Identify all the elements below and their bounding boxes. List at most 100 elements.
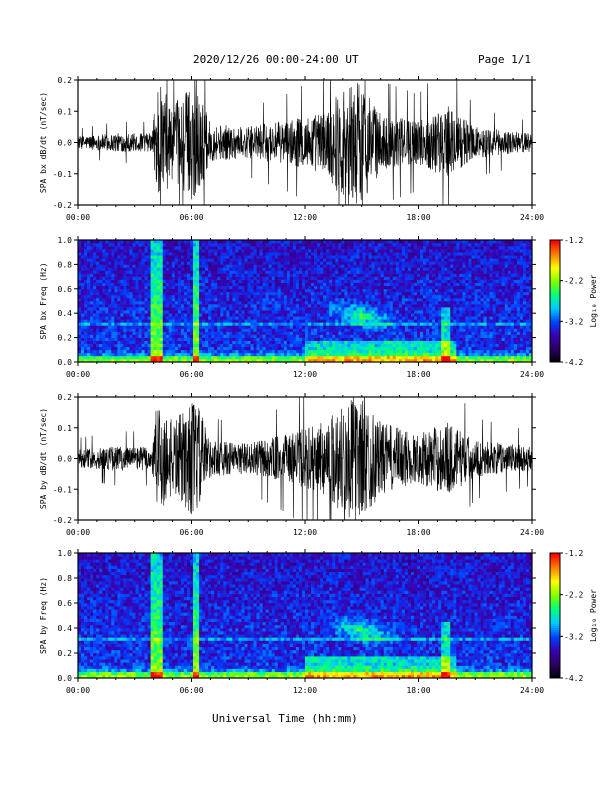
- spectrogram-cell: [311, 331, 315, 335]
- spectrogram-cell: [295, 255, 300, 259]
- spectrogram-cell: [432, 352, 436, 357]
- spectrogram-cell: [383, 270, 388, 274]
- spectrogram-cell: [165, 340, 170, 344]
- spectrogram-cell: [344, 328, 348, 332]
- spectrogram-cell: [311, 264, 315, 268]
- spectrogram-cell: [362, 273, 366, 277]
- spectrogram-cell: [447, 331, 451, 335]
- spectrogram-cell: [108, 337, 112, 341]
- spectrogram-cell: [229, 340, 233, 344]
- spectrogram-cell: [238, 322, 242, 326]
- spectrogram-cell: [311, 307, 315, 311]
- spectrogram-cell: [235, 352, 239, 357]
- spectrogram-cell: [105, 310, 109, 314]
- spectrogram-cell: [259, 346, 263, 351]
- spectrogram-cell: [144, 294, 148, 299]
- spectrogram-cell: [168, 355, 173, 360]
- spectrogram-cell: [180, 276, 185, 280]
- spectrogram-cell: [401, 313, 406, 317]
- spectrogram-cell: [447, 249, 451, 253]
- spectrogram-cell: [326, 334, 330, 338]
- spectrogram-cell: [435, 301, 439, 305]
- spectrogram-cell: [129, 297, 133, 302]
- spectrogram-cell: [268, 331, 273, 335]
- spectrogram-cell: [241, 313, 245, 317]
- spectrogram-cell: [362, 355, 366, 360]
- spectrogram-cell: [99, 301, 103, 305]
- spectrogram-cell: [111, 276, 115, 280]
- spectrogram-cell: [338, 352, 342, 357]
- spectrogram-cell: [259, 319, 263, 323]
- spectrogram-cell: [81, 343, 85, 348]
- spectrogram-cell: [338, 343, 342, 348]
- spectrogram-cell: [220, 319, 224, 323]
- spectrogram-cell: [171, 255, 176, 259]
- spectrogram-cell: [168, 337, 173, 341]
- spectrogram-cell: [429, 288, 433, 293]
- spectrogram-cell: [392, 349, 397, 354]
- spectrogram-cell: [353, 291, 357, 296]
- spectrogram-cell: [253, 349, 257, 354]
- spectrogram-cell: [129, 282, 133, 287]
- spectrogram-cell: [87, 304, 91, 308]
- spectrogram-cell: [202, 291, 206, 296]
- spectrogram-cell: [150, 301, 154, 305]
- spectrogram-cell: [220, 346, 224, 351]
- spectrogram-cell: [186, 270, 191, 274]
- spectrogram-cell: [141, 307, 145, 311]
- spectrogram-cell: [208, 313, 212, 317]
- spectrogram-cell: [314, 288, 318, 293]
- spectrogram-cell: [183, 243, 188, 247]
- spectrogram-cell: [211, 319, 215, 323]
- spectrogram-cell: [111, 343, 115, 348]
- spectrogram-cell: [256, 267, 260, 271]
- spectrogram-cell: [329, 328, 333, 332]
- spectrogram-cell: [208, 267, 212, 271]
- spectrogram-cell: [220, 258, 224, 262]
- spectrogram-cell: [338, 243, 342, 247]
- spectrogram-cell: [280, 288, 285, 293]
- spectrogram-cell: [168, 310, 173, 314]
- spectrogram-cell: [350, 273, 354, 277]
- spectrogram-cell: [105, 267, 109, 271]
- spectrogram-cell: [232, 355, 236, 360]
- spectrogram-cell: [326, 246, 330, 250]
- spectrogram-cell: [177, 243, 182, 247]
- spectrogram-cell: [262, 282, 266, 287]
- spectrogram-cell: [129, 255, 133, 259]
- spectrogram-cell: [420, 297, 424, 302]
- spectrogram-cell: [444, 358, 448, 363]
- spectrogram-cell: [150, 279, 154, 283]
- spectrogram-cell: [99, 294, 103, 299]
- spectrogram-cell: [404, 288, 409, 293]
- spectrogram-cell: [232, 258, 236, 262]
- spectrogram-cell: [105, 291, 109, 296]
- spectrogram-cell: [332, 261, 336, 265]
- spectrogram-cell: [362, 240, 366, 244]
- spectrogram-cell: [123, 297, 127, 302]
- spectrogram-cell: [420, 310, 424, 314]
- spectrogram-cell: [359, 301, 363, 305]
- spectrogram-cell: [259, 273, 263, 277]
- spectrogram-cell: [162, 279, 167, 283]
- spectrogram-cell: [268, 285, 273, 290]
- spectrogram-cell: [362, 346, 366, 351]
- spectrogram-cell: [362, 261, 366, 265]
- spectrogram-cell: [338, 282, 342, 287]
- spectrogram-cell: [432, 337, 436, 341]
- spectrogram-cell: [305, 273, 309, 277]
- spectrogram-cell: [78, 291, 82, 296]
- spectrogram-cell: [117, 258, 121, 262]
- spectrogram-cell: [368, 352, 372, 357]
- spectrogram-cell: [223, 276, 227, 280]
- spectrogram-cell: [377, 313, 381, 317]
- spectrogram-cell: [156, 243, 161, 247]
- spectrogram-cell: [432, 313, 436, 317]
- spectrogram-cell: [338, 355, 342, 360]
- spectrogram-cell: [81, 249, 85, 253]
- spectrogram-cell: [374, 282, 378, 287]
- spectrogram-cell: [416, 270, 421, 274]
- spectrogram-cell: [435, 252, 439, 256]
- spectrogram-cell: [241, 334, 245, 338]
- spectrogram-cell: [238, 249, 242, 253]
